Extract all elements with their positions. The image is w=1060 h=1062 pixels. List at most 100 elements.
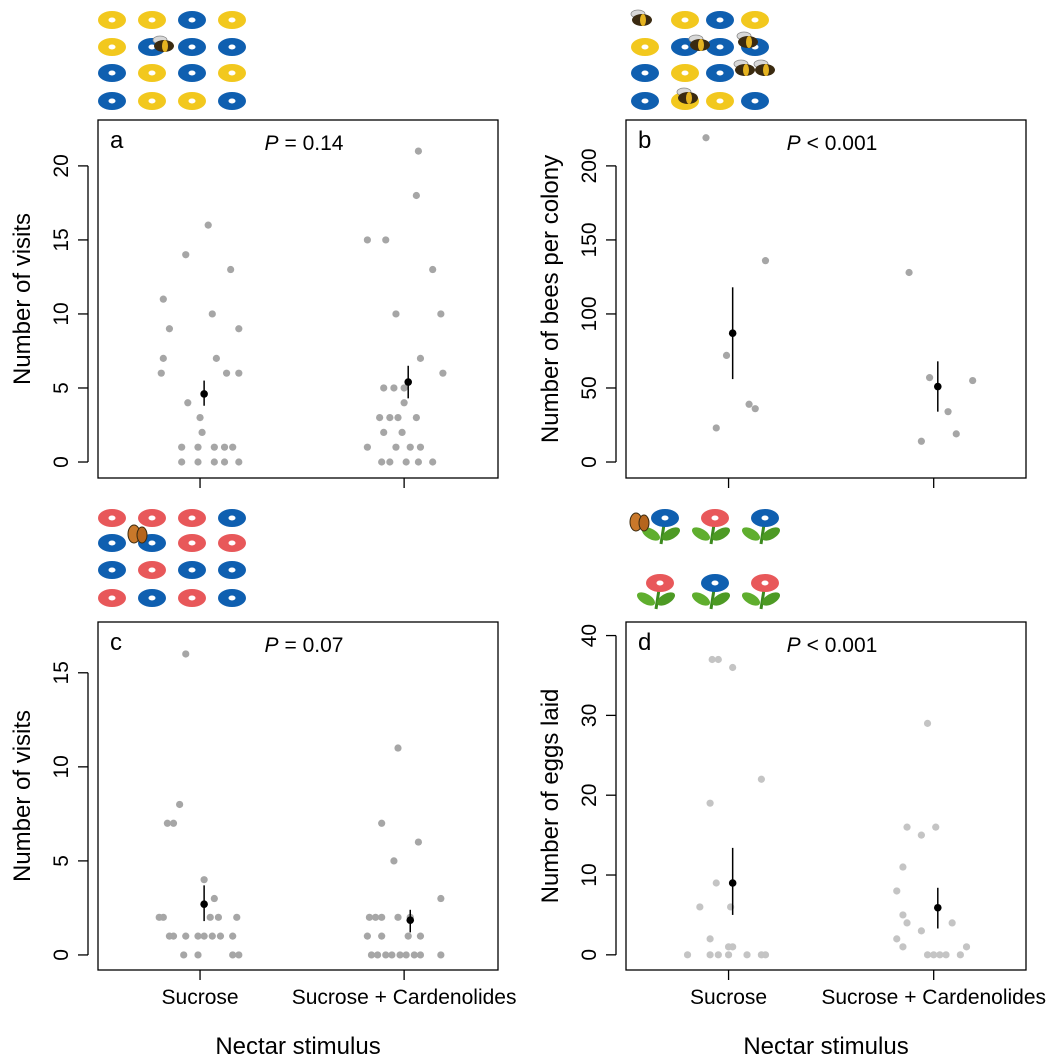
data-point — [412, 413, 420, 422]
leaf — [656, 592, 676, 606]
data-point — [235, 951, 243, 959]
y-tick-label: 20 — [578, 784, 601, 807]
flower-center — [716, 98, 724, 104]
data-point — [176, 800, 184, 809]
stat-annotation: P = 0.07 — [265, 634, 344, 657]
data-point — [378, 913, 386, 921]
data-point — [930, 951, 938, 959]
leaf — [761, 592, 781, 606]
data-point — [414, 458, 423, 466]
data-point — [208, 932, 216, 940]
data-point — [923, 951, 932, 959]
data-point — [439, 369, 447, 377]
flower-center — [751, 17, 759, 23]
data-point — [182, 251, 190, 259]
y-tick-label: 0 — [578, 456, 601, 468]
flower-center — [641, 70, 649, 76]
mean-point — [933, 903, 942, 912]
data-point — [222, 369, 231, 377]
data-point — [390, 857, 398, 865]
data-point — [414, 147, 423, 155]
flower-center — [228, 17, 236, 23]
data-point — [406, 443, 414, 451]
leaf — [691, 527, 711, 541]
flower-center — [108, 44, 116, 50]
data-point — [382, 236, 390, 244]
stat-symbol: P — [787, 132, 801, 155]
data-point — [233, 913, 241, 921]
flower-center — [188, 595, 196, 601]
data-point — [229, 443, 237, 451]
data-point — [227, 265, 235, 274]
data-point — [386, 458, 394, 466]
data-point — [235, 458, 243, 466]
data-point — [936, 951, 944, 959]
flower-center — [148, 540, 156, 546]
data-point — [169, 932, 178, 940]
flower-center — [108, 567, 116, 573]
data-point — [392, 310, 400, 318]
data-point — [414, 838, 423, 846]
data-point — [437, 894, 445, 903]
stat-symbol: P — [265, 634, 279, 657]
data-point — [212, 354, 220, 362]
flower-center — [188, 567, 196, 573]
data-point — [925, 374, 934, 382]
x-tick-label: Sucrose — [162, 986, 239, 1009]
data-point — [371, 913, 380, 921]
data-point — [757, 775, 765, 783]
flower-center — [148, 70, 156, 76]
data-point — [378, 819, 386, 827]
leaf — [711, 592, 731, 606]
data-point — [180, 951, 188, 959]
mean-point — [728, 329, 737, 338]
data-point — [394, 413, 402, 422]
bee-stripe — [743, 64, 749, 76]
plot-frame — [97, 119, 499, 479]
panel-label: d — [638, 629, 651, 656]
flower-center — [148, 98, 156, 104]
flower-center — [228, 98, 236, 104]
stat-text: = 0.07 — [285, 634, 344, 657]
y-axis-title: Number of visits — [9, 213, 36, 385]
data-point — [917, 927, 925, 935]
flower-center — [761, 580, 769, 586]
data-point — [235, 369, 243, 377]
flower-center — [188, 515, 196, 521]
data-point — [416, 932, 425, 940]
data-point — [404, 932, 412, 940]
data-point — [194, 951, 202, 959]
data-point — [706, 951, 714, 959]
mean-point — [200, 900, 208, 908]
leaf — [711, 527, 731, 541]
data-point — [394, 913, 402, 921]
data-point — [194, 458, 202, 466]
butterfly-wing — [638, 514, 650, 532]
y-axis-title: Number of visits — [9, 710, 36, 882]
x-tick-label: Sucrose + Cardenolides — [821, 986, 1046, 1009]
panel-label: c — [110, 629, 122, 656]
data-point — [378, 932, 386, 940]
flower-center — [716, 44, 724, 50]
data-point — [198, 428, 206, 436]
data-point — [169, 819, 178, 827]
mean-point — [200, 390, 208, 398]
data-point — [416, 443, 425, 451]
mean-point — [728, 879, 737, 887]
leaf — [741, 592, 761, 606]
bee-stripe — [162, 40, 168, 52]
data-point — [416, 354, 425, 362]
data-point — [429, 265, 437, 274]
y-tick-label: 5 — [50, 382, 73, 394]
panel-label: a — [110, 127, 124, 154]
leaf — [641, 527, 661, 541]
data-point — [216, 932, 225, 940]
flower-center — [716, 17, 724, 23]
y-tick-label: 50 — [578, 376, 601, 399]
data-point — [392, 443, 400, 451]
data-point — [200, 876, 208, 884]
data-point — [702, 134, 710, 142]
data-point — [363, 443, 371, 451]
data-point — [210, 894, 218, 903]
